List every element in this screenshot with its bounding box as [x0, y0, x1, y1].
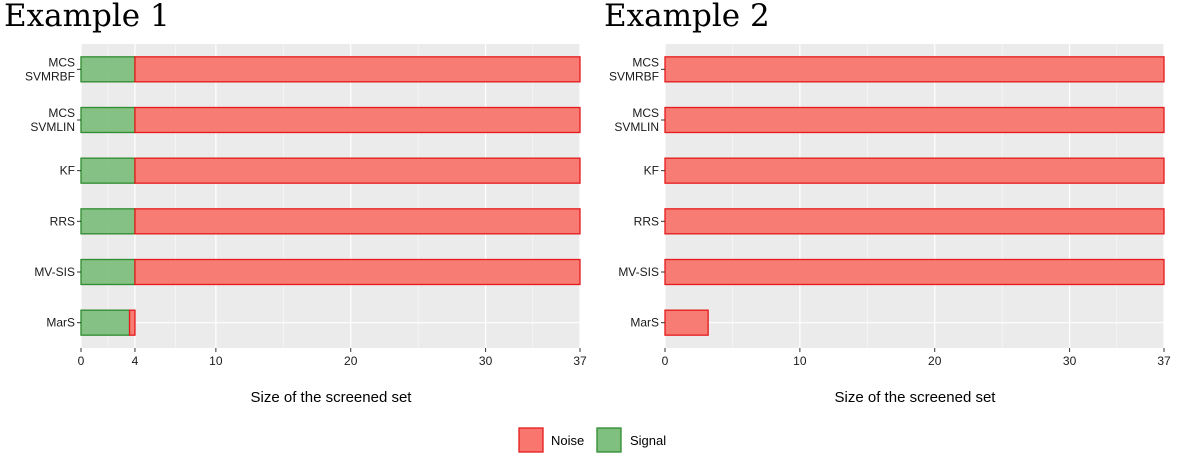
legend-label-noise: Noise	[551, 433, 584, 448]
x-tick-label: 0	[78, 354, 85, 368]
legend-key-signal	[596, 427, 622, 453]
bar-noise-1	[134, 106, 581, 134]
y-tick-label: MCS	[48, 55, 75, 69]
legend-label-signal: Signal	[630, 433, 666, 448]
y-tick-label: MCS	[632, 106, 659, 120]
bar-signal-1	[80, 106, 136, 134]
y-tick-label: MV-SIS	[34, 265, 75, 279]
y-tick-label: MCS	[48, 106, 75, 120]
x-tick-label: 10	[793, 354, 807, 368]
plot-panel-background	[81, 44, 580, 348]
bar-noise-0	[664, 56, 1165, 83]
bar-signal-2	[80, 157, 136, 184]
plot-panel-background	[665, 44, 1164, 348]
x-tick-label: 37	[573, 354, 587, 368]
y-tick-label: SVMLIN	[614, 120, 659, 134]
bar-noise-2	[664, 157, 1165, 184]
y-tick-label: RRS	[50, 214, 75, 228]
bar-noise-0	[134, 56, 581, 83]
bar-signal-0	[80, 56, 136, 83]
bar-noise-3	[134, 208, 581, 235]
y-tick-label: SVMRBF	[25, 69, 75, 83]
y-tick-label: MV-SIS	[618, 265, 659, 279]
y-tick-label: RRS	[634, 214, 659, 228]
x-tick-label: 0	[662, 354, 669, 368]
bar-signal-5	[80, 309, 131, 336]
bar-noise-3	[664, 208, 1165, 235]
x-tick-label: 30	[1063, 354, 1077, 368]
x-tick-label: 30	[479, 354, 493, 368]
bar-noise-4	[134, 258, 581, 286]
bar-noise-5	[664, 309, 709, 336]
x-tick-label: 4	[132, 354, 139, 368]
x-tick-label: 37	[1157, 354, 1171, 368]
y-tick-label: KF	[644, 164, 659, 178]
x-tick-label: 20	[344, 354, 358, 368]
x-tick-label: 20	[928, 354, 942, 368]
bar-noise-4	[664, 258, 1165, 286]
x-axis-title: Size of the screened set	[251, 389, 413, 406]
bar-noise-2	[134, 157, 581, 184]
bar-noise-5	[128, 309, 136, 336]
chart-panel-2: Example 2MCSSVMRBFMCSSVMLINKFRRSMV-SISMa…	[604, 0, 1171, 406]
legend: Noise Signal	[518, 427, 666, 453]
bar-signal-4	[80, 258, 136, 286]
x-tick-label: 10	[209, 354, 223, 368]
chart-title: Example 2	[604, 0, 770, 34]
y-tick-label: KF	[60, 164, 75, 178]
bar-noise-1	[664, 106, 1165, 134]
chart-title: Example 1	[4, 0, 170, 34]
x-axis-title: Size of the screened set	[835, 389, 997, 406]
y-tick-label: SVMLIN	[30, 120, 75, 134]
bar-signal-3	[80, 208, 136, 235]
y-tick-label: MarS	[630, 316, 659, 330]
legend-key-noise	[518, 427, 544, 453]
y-tick-label: MCS	[632, 55, 659, 69]
chart-panel-1: Example 1MCSSVMRBFMCSSVMLINKFRRSMV-SISMa…	[4, 0, 587, 406]
y-tick-label: MarS	[46, 316, 75, 330]
y-tick-label: SVMRBF	[609, 69, 659, 83]
